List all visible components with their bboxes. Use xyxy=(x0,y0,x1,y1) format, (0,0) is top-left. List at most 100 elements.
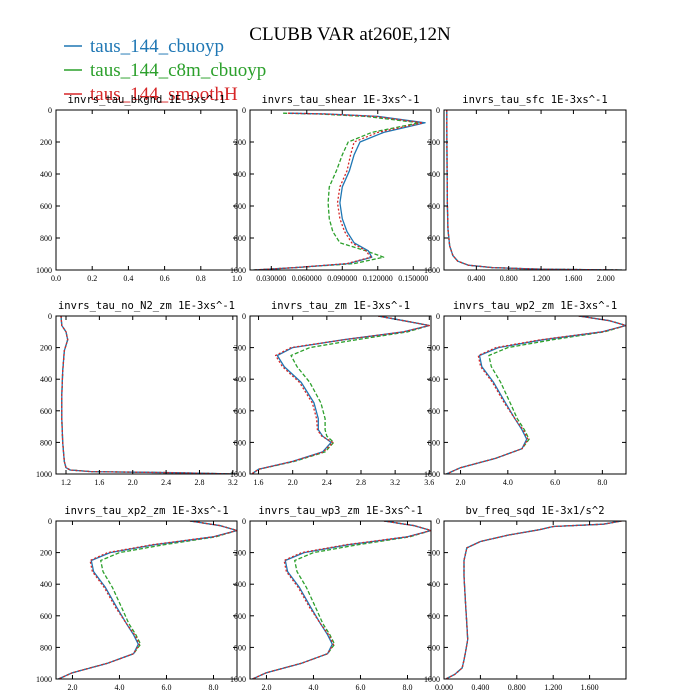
series-group xyxy=(60,316,237,474)
x-tick-label: 8.0 xyxy=(208,683,218,692)
x-tick-label: 2.000 xyxy=(597,274,615,283)
x-tick-label: 0.4 xyxy=(123,274,133,283)
x-tick-label: 0.2 xyxy=(87,274,97,283)
x-tick-label: 8.0 xyxy=(597,478,607,487)
x-tick-label: 2.0 xyxy=(456,478,466,487)
y-tick-label: 200 xyxy=(234,549,246,558)
series-line xyxy=(446,316,626,474)
y-tick-label: 400 xyxy=(428,170,440,179)
y-tick-label: 1000 xyxy=(424,266,440,275)
y-tick-label: 400 xyxy=(428,580,440,589)
x-tick-label: 1.6 xyxy=(254,478,264,487)
subplot-panel: invrs_tau_sfc 1E-3xs^-1 0.400 0.800 1.200 1.… xyxy=(424,94,627,283)
series-line xyxy=(446,110,623,270)
y-tick-label: 200 xyxy=(234,344,246,353)
subplot-title: invrs_tau_wp2_zm 1E-3xs^-1 xyxy=(453,300,617,312)
y-tick-label: 800 xyxy=(428,234,440,243)
subplot-title: bv_freq_sqd 1E-3x1/s^2 xyxy=(465,505,604,517)
series-line xyxy=(58,521,237,679)
x-tick-label: 1.200 xyxy=(532,274,550,283)
y-tick-label: 0 xyxy=(48,106,52,115)
x-tick-label: 2.0 xyxy=(288,478,298,487)
series-group xyxy=(446,316,626,474)
x-tick-label: 2.0 xyxy=(261,683,271,692)
y-tick-label: 1000 xyxy=(36,675,52,684)
x-tick-label: 2.8 xyxy=(194,478,204,487)
subplot-panel: invrs_tau_no_N2_zm 1E-3xs^-1 1.2 1.6 2.0 2.4… xyxy=(36,300,238,487)
series-line xyxy=(60,316,237,474)
legend-item: taus_144_c8m_cbuoyp xyxy=(64,60,266,81)
subplot-panel: bv_freq_sqd 1E-3x1/s^2 0.000 0.400 0.800 1.2… xyxy=(424,505,627,692)
series-line xyxy=(58,521,237,679)
subplot-title: invrs_tau_zm 1E-3xs^-1 xyxy=(271,300,410,312)
x-tick-label: 0.120000 xyxy=(363,274,393,283)
y-tick-label: 600 xyxy=(428,407,440,416)
legend-label: taus_144_cbuoyp xyxy=(90,36,224,57)
y-tick-label: 800 xyxy=(234,438,246,447)
x-tick-label: 0.0 xyxy=(51,274,61,283)
y-tick-label: 600 xyxy=(40,407,52,416)
subplot-panel: invrs_tau_xp2_zm 1E-3xs^-1 2.0 4.0 6.0 8.0 0 2… xyxy=(36,505,238,692)
y-tick-label: 1000 xyxy=(230,266,246,275)
series-group xyxy=(253,112,426,270)
y-tick-label: 1000 xyxy=(230,675,246,684)
series-line xyxy=(252,521,431,679)
legend-item: taus_144_cbuoyp xyxy=(64,36,224,57)
x-tick-label: 2.8 xyxy=(356,478,366,487)
x-tick-label: 6.0 xyxy=(550,478,560,487)
y-tick-label: 200 xyxy=(428,549,440,558)
x-tick-label: 4.0 xyxy=(114,683,124,692)
y-tick-label: 0 xyxy=(242,312,246,321)
y-tick-label: 0 xyxy=(436,517,440,526)
y-tick-label: 600 xyxy=(428,202,440,211)
subplot-title: invrs_tau_shear 1E-3xs^-1 xyxy=(261,94,419,106)
y-tick-label: 400 xyxy=(428,375,440,384)
series-line xyxy=(60,316,237,474)
plot-frame xyxy=(443,315,627,475)
y-tick-label: 1000 xyxy=(36,266,52,275)
x-tick-label: 0.090000 xyxy=(327,274,357,283)
subplot-panel: invrs_tau_zm 1E-3xs^-1 1.6 2.0 2.4 2.8 3.2 3.6… xyxy=(230,300,434,487)
y-tick-label: 1000 xyxy=(230,470,246,479)
y-tick-label: 0 xyxy=(436,106,440,115)
subplot-title: invrs_tau_xp2_zm 1E-3xs^-1 xyxy=(64,505,228,517)
x-tick-label: 1.600 xyxy=(581,683,599,692)
x-tick-label: 3.6 xyxy=(424,478,434,487)
series-line xyxy=(252,521,431,679)
y-tick-label: 400 xyxy=(234,580,246,589)
y-tick-label: 200 xyxy=(40,549,52,558)
subplot-title: invrs_tau_bkgnd 1E-3xs^-1 xyxy=(67,94,225,106)
series-line xyxy=(446,316,626,474)
subplot-panel: invrs_tau_wp3_zm 1E-3xs^-1 2.0 4.0 6.0 8.0 0 2… xyxy=(230,505,432,692)
legend-label: taus_144_c8m_cbuoyp xyxy=(90,60,266,81)
plot-frame xyxy=(443,109,627,271)
series-line xyxy=(58,521,237,679)
series-line xyxy=(445,521,622,679)
x-tick-label: 3.2 xyxy=(390,478,400,487)
x-tick-label: 2.4 xyxy=(322,478,332,487)
series-group xyxy=(446,110,623,270)
x-tick-label: 4.0 xyxy=(308,683,318,692)
subplot-panel: invrs_tau_wp2_zm 1E-3xs^-1 2.0 4.0 6.0 8.0 0 2… xyxy=(424,300,627,487)
x-tick-label: 0.800 xyxy=(508,683,526,692)
plot-frame xyxy=(249,520,432,680)
x-tick-label: 1.0 xyxy=(232,274,242,283)
x-tick-label: 0.8 xyxy=(196,274,206,283)
y-tick-label: 600 xyxy=(234,612,246,621)
y-tick-label: 400 xyxy=(40,580,52,589)
x-tick-label: 1.600 xyxy=(564,274,582,283)
series-line xyxy=(253,112,426,270)
series-line xyxy=(251,316,430,474)
y-tick-label: 0 xyxy=(242,517,246,526)
series-group xyxy=(58,521,237,679)
x-tick-label: 0.6 xyxy=(160,274,170,283)
x-tick-label: 8.0 xyxy=(402,683,412,692)
series-line xyxy=(252,521,431,679)
y-tick-label: 800 xyxy=(40,643,52,652)
y-tick-label: 0 xyxy=(48,312,52,321)
x-tick-label: 6.0 xyxy=(161,683,171,692)
y-tick-label: 600 xyxy=(40,612,52,621)
y-tick-label: 0 xyxy=(436,312,440,321)
y-tick-label: 200 xyxy=(428,138,440,147)
legend: taus_144_cbuoyp taus_144_c8m_cbuoyp taus_1… xyxy=(64,36,266,105)
